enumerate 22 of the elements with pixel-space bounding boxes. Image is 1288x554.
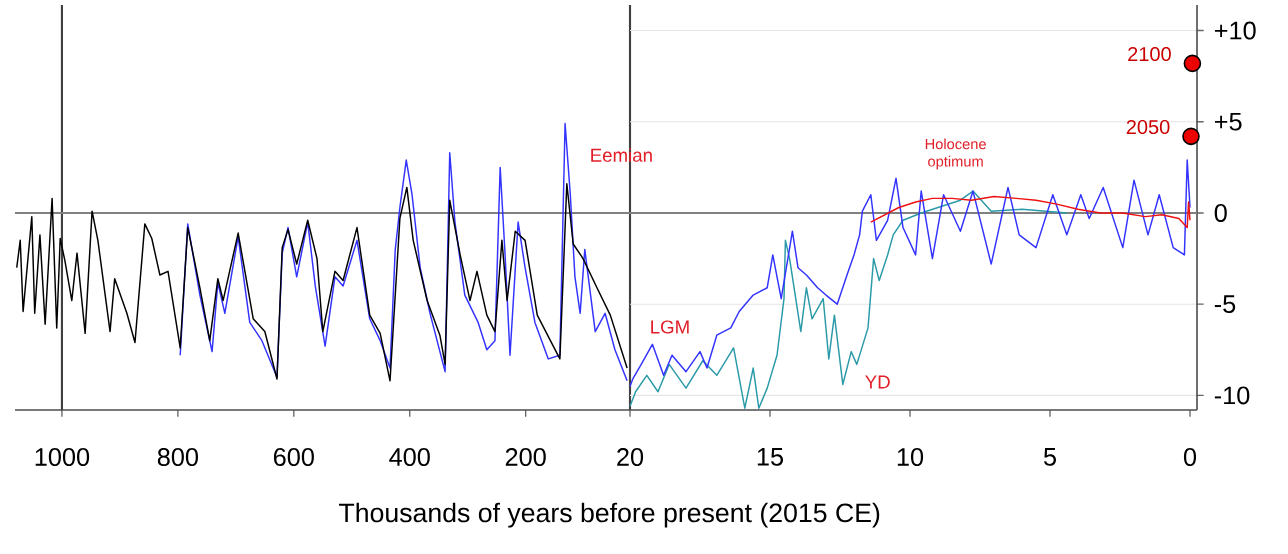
- x-tick-label: 400: [389, 448, 430, 466]
- x-tick-label: 200: [505, 448, 546, 466]
- y-tick-label: +5: [1214, 112, 1242, 131]
- series-label: 2100: [1128, 46, 1171, 62]
- series-label: 2050: [1126, 119, 1170, 135]
- x-tick-label: 0: [1183, 448, 1197, 466]
- x-tick-label: 20: [617, 448, 644, 466]
- x-tick-label: 10: [897, 448, 924, 466]
- y-tick-label: +10: [1214, 21, 1256, 40]
- annotation: LGM: [651, 320, 689, 334]
- x-tick-label: 800: [157, 448, 198, 466]
- y-tick-label: 0: [1214, 204, 1227, 222]
- y-tick-label: -10: [1214, 386, 1250, 405]
- x-tick-label: 1000: [35, 448, 90, 466]
- annotation: YD: [865, 375, 890, 389]
- x-tick-label: 15: [757, 448, 784, 466]
- y-tick-label: -5: [1214, 295, 1236, 314]
- x-axis-title: Thousands of years before present (2015 CE): [339, 502, 880, 528]
- annotation: Holocene optimum: [925, 138, 986, 170]
- line-series: [629, 190, 1068, 409]
- x-tick-label: 5: [1043, 448, 1056, 466]
- x-tick-label: 600: [273, 448, 314, 466]
